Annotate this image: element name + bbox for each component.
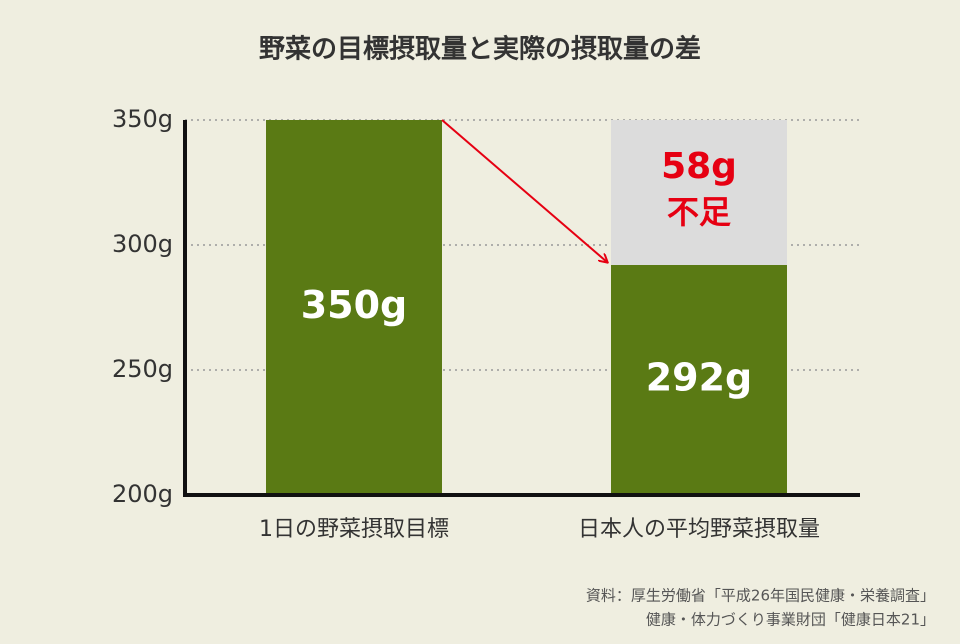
arrow (441, 119, 607, 262)
y-tick-label: 350g (112, 105, 173, 133)
shortfall-text: 不足 (667, 193, 731, 231)
source-note: 健康・体力づくり事業財団「健康日本21」 (646, 611, 935, 629)
source-note: 資料：厚生労働省「平成26年国民健康・栄養調査」 (586, 587, 935, 605)
shortfall-label: 58g (661, 146, 737, 187)
x-tick-label: 1日の野菜摂取目標 (259, 517, 449, 542)
value-label: 292g (646, 356, 753, 400)
shortfall-box (611, 120, 787, 265)
value-label: 350g (301, 283, 408, 327)
x-tick-label: 日本人の平均野菜摂取量 (578, 517, 820, 542)
bar (611, 265, 787, 495)
y-tick-label: 200g (112, 480, 173, 508)
y-tick-label: 250g (112, 355, 173, 383)
bar (266, 120, 442, 495)
y-tick-label: 300g (112, 230, 173, 258)
chart-title: 野菜の目標摂取量と実際の摂取量の差 (259, 34, 701, 65)
